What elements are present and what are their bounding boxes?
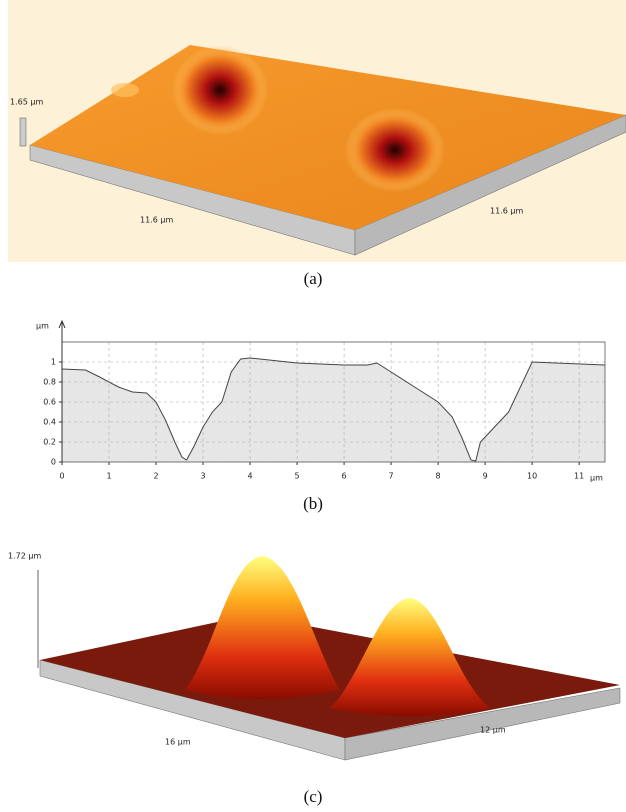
figure: 1.65 µm 11.6 µm 11.6 µm (a) 1.72 µm 16 µ…	[0, 0, 626, 812]
x-tick-label: 3	[200, 472, 205, 481]
y-axis-label: µm	[36, 322, 49, 331]
y-tick-label: 1	[51, 358, 56, 367]
z-label: 1.72 µm	[8, 552, 41, 561]
feature	[345, 108, 445, 192]
x-tick-label: 8	[436, 472, 441, 481]
y-tick-label: 0	[51, 458, 56, 467]
x-label: 11.6 µm	[140, 216, 173, 225]
profile-area	[62, 358, 605, 462]
x-tick-label: 6	[342, 472, 347, 481]
caption: (b)	[303, 494, 323, 513]
z-label: 1.65 µm	[10, 98, 43, 107]
y-label: 11.6 µm	[490, 207, 523, 216]
x-tick-label: 0	[59, 472, 64, 481]
x-tick-label: 11	[574, 472, 584, 481]
x-tick-label: 9	[483, 472, 488, 481]
caption: (c)	[304, 787, 323, 806]
y-tick-label: 0.8	[43, 378, 56, 387]
x-axis-label: µm	[590, 474, 603, 483]
x-tick-label: 10	[527, 472, 537, 481]
x-tick-label: 5	[295, 472, 300, 481]
y-label: 12 µm	[480, 726, 506, 735]
x-label: 16 µm	[165, 738, 191, 747]
feature	[111, 83, 139, 97]
page: {"panel_a":{"z_label":"1.65 µm","x_label…	[0, 0, 626, 812]
feature	[172, 45, 268, 135]
y-tick-label: 0.4	[43, 418, 56, 427]
x-tick-label: 7	[389, 472, 394, 481]
caption: (a)	[304, 269, 323, 288]
y-tick-label: 0.6	[43, 398, 56, 407]
x-tick-label: 4	[248, 472, 253, 481]
x-tick-label: 2	[153, 472, 158, 481]
x-tick-label: 1	[106, 472, 111, 481]
z-bar	[20, 118, 26, 146]
y-tick-label: 0.2	[43, 438, 56, 447]
